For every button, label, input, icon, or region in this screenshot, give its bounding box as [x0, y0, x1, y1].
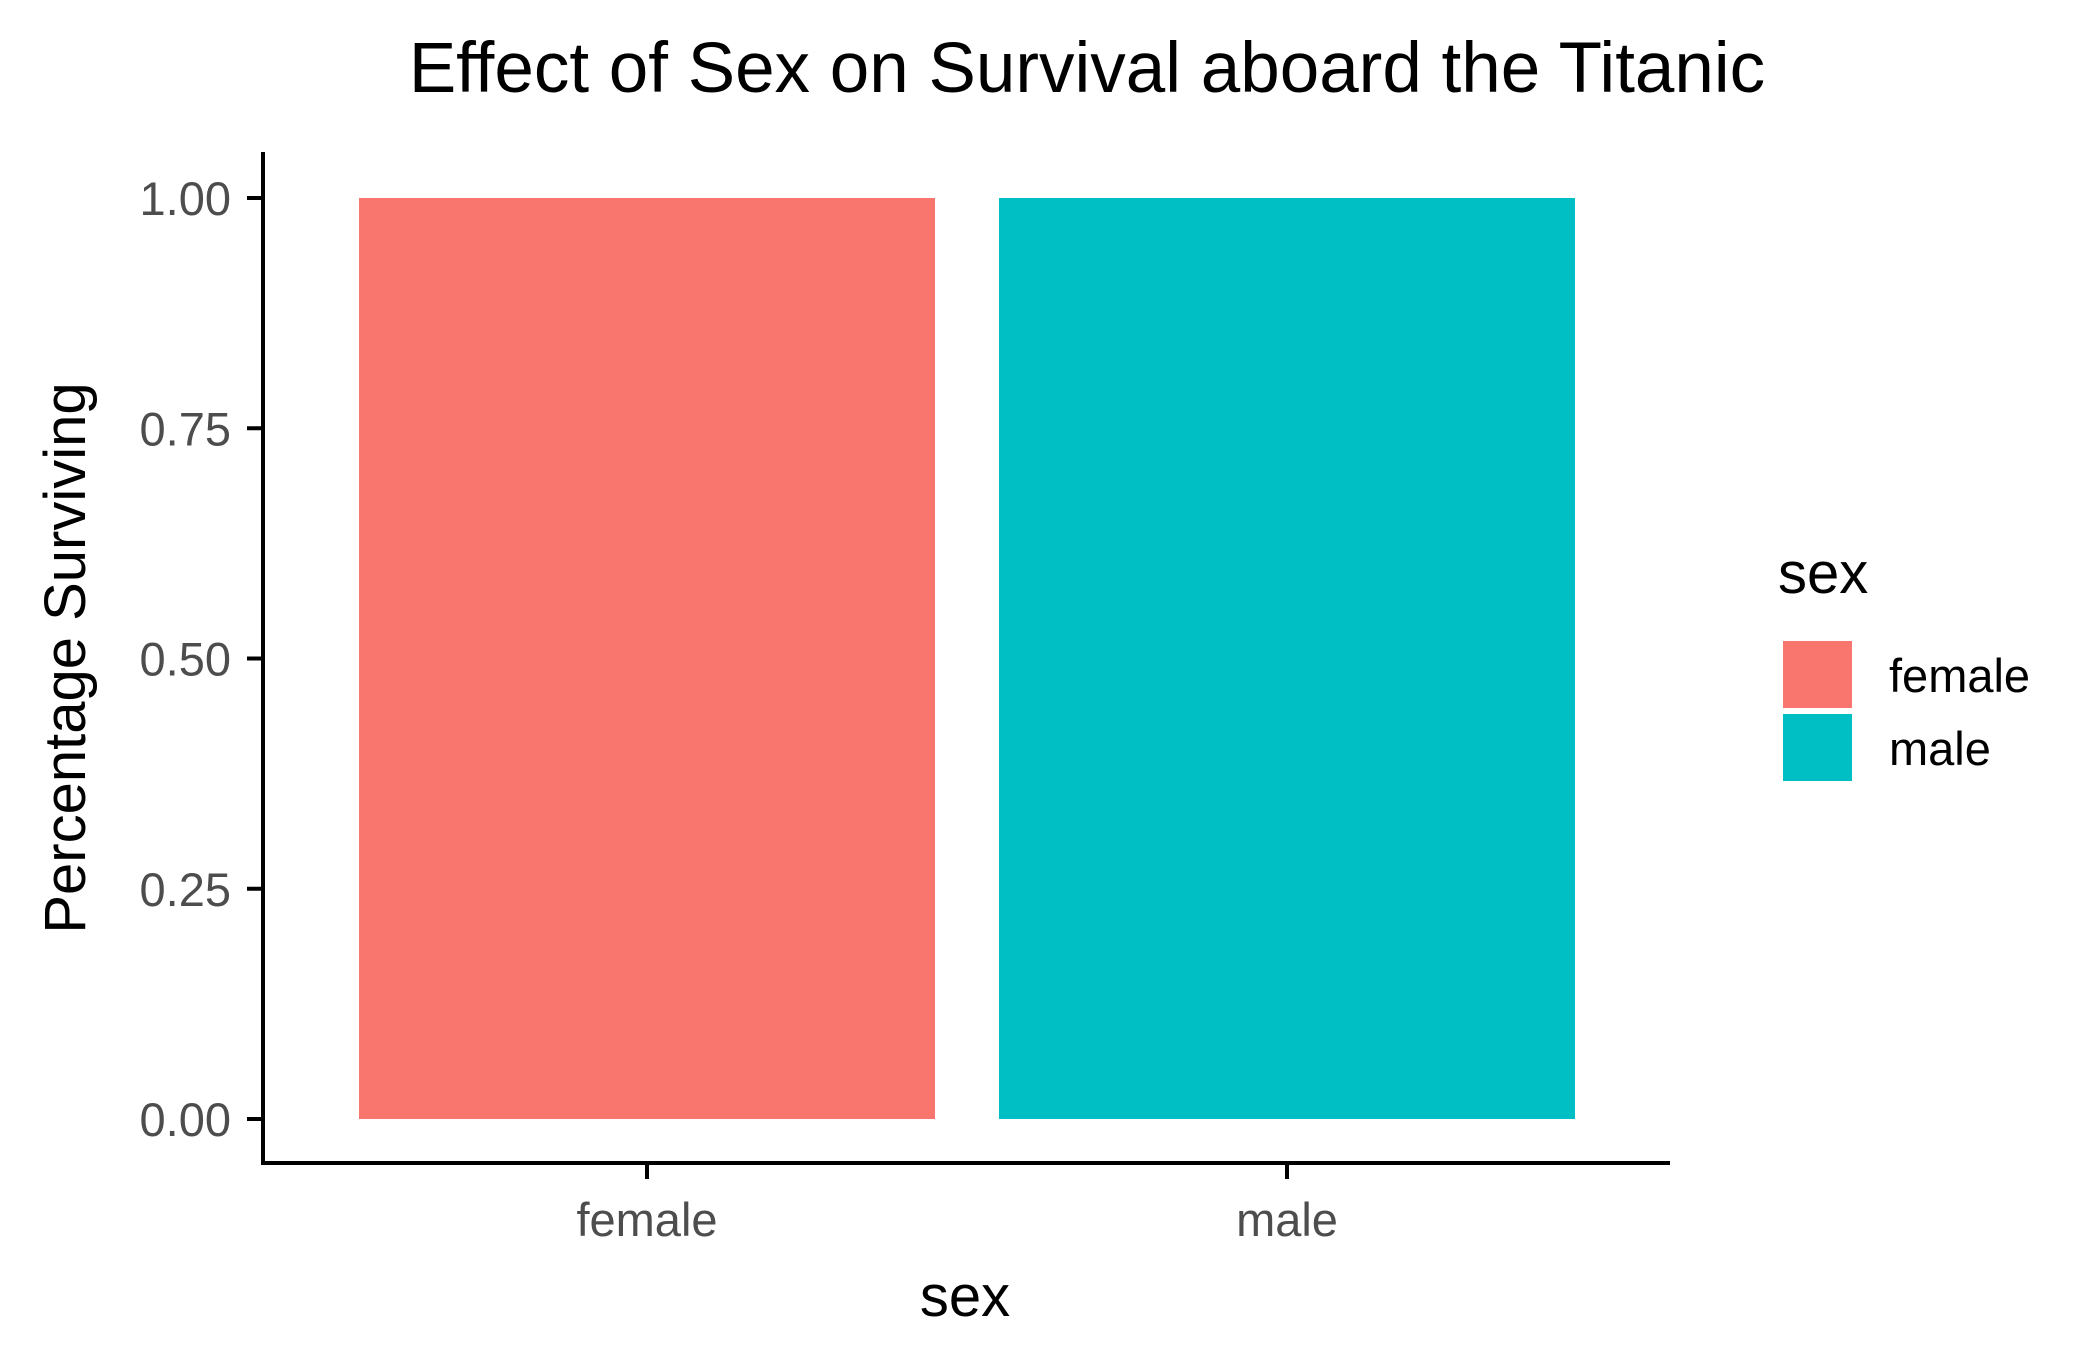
y-tick-label: 0.25 [140, 863, 231, 916]
legend-label-male: male [1889, 722, 1991, 775]
legend-key-female [1783, 641, 1852, 708]
legend-entries: female male [1783, 641, 2030, 781]
x-tick-label: male [1236, 1193, 1338, 1246]
plot-area: 0.00 0.25 0.50 0.75 1.00 female male [140, 152, 1670, 1246]
bar-male [999, 198, 1575, 1119]
x-tick-label: female [576, 1193, 717, 1246]
bars [359, 198, 1575, 1119]
y-tick-label: 0.75 [140, 402, 231, 455]
legend-label-female: female [1889, 649, 2030, 702]
y-axis-title: Percentage Surviving [33, 382, 98, 933]
x-axis-ticks: female male [576, 1163, 1338, 1246]
x-axis-title: sex [920, 1264, 1010, 1329]
chart-title: Effect of Sex on Survival aboard the Tit… [409, 29, 1765, 108]
bar-female [359, 198, 935, 1119]
y-axis-ticks: 0.00 0.25 0.50 0.75 1.00 [140, 172, 263, 1146]
y-tick-label: 1.00 [140, 172, 231, 225]
y-tick-label: 0.00 [140, 1093, 231, 1146]
legend-title: sex [1778, 541, 1868, 606]
legend: sex female male [1778, 541, 2030, 781]
legend-key-male [1783, 714, 1852, 781]
y-tick-label: 0.50 [140, 633, 231, 686]
